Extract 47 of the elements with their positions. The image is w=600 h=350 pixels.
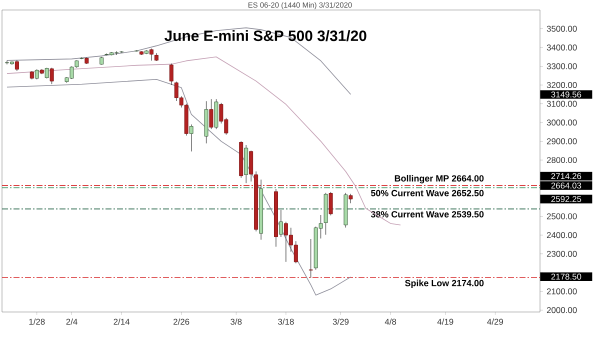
y-tick-label: 2800.00 xyxy=(546,157,577,164)
y-tick-label: 2900.00 xyxy=(546,138,577,144)
text: June E-mini S&P 500 3/31/20 xyxy=(164,30,366,42)
candlestick xyxy=(189,124,194,152)
text: 3149.56 xyxy=(551,92,582,98)
y-tick-label: 3000.00 xyxy=(546,120,577,126)
x-tick-label: 4/19 xyxy=(437,318,454,325)
x-tick-label: 3/8 xyxy=(230,318,242,325)
candlestick xyxy=(169,63,174,86)
y-tick-label: 3100.00 xyxy=(546,100,577,107)
y-tick-label: 2300.00 xyxy=(546,250,577,257)
text: 2592.25 xyxy=(551,196,582,202)
ref-line-label: 38% Current Wave 2539.50 xyxy=(370,211,484,218)
x-tick-label: 3/18 xyxy=(278,318,294,325)
candlestick xyxy=(308,238,313,278)
ref-line-label: Spike Low 2174.00 xyxy=(405,280,484,288)
candlestick xyxy=(249,150,254,182)
text: 2178.50 xyxy=(551,274,582,280)
candlestick xyxy=(149,48,154,61)
y-tick-label: 2400.00 xyxy=(546,232,577,238)
candlestick xyxy=(14,60,19,72)
y-tick-label: 2000.00 xyxy=(546,307,577,314)
candlestick xyxy=(209,98,214,130)
y-tick-label: 3300.00 xyxy=(546,63,577,70)
y-tick-label: 2100.00 xyxy=(546,288,577,294)
x-tick-label: 1/28 xyxy=(29,318,45,325)
y-tick-label: 2500.00 xyxy=(546,213,577,220)
x-tick-label: 2/14 xyxy=(114,318,130,325)
candlestick xyxy=(120,50,124,54)
candlestick xyxy=(348,194,353,204)
candlestick xyxy=(50,67,54,84)
x-tick-label: 2/26 xyxy=(174,318,190,325)
candlestick xyxy=(328,192,333,216)
text: 2714.26 xyxy=(551,173,582,180)
y-tick-label: 3400.00 xyxy=(546,44,577,51)
ref-line-label: Bollinger MP 2664.00 xyxy=(394,174,484,184)
x-tick-label: 4/29 xyxy=(487,318,504,325)
y-tick-label: 3500.00 xyxy=(546,26,577,32)
y-tick-label: 3200.00 xyxy=(546,82,577,88)
candlestick xyxy=(278,210,283,238)
x-tick-label: 3/29 xyxy=(332,318,349,325)
ref-line-label: 50% Current Wave 2652.50 xyxy=(370,190,484,196)
text: 2664.03 xyxy=(551,182,582,189)
candlestick xyxy=(34,68,39,80)
line-series xyxy=(6,79,352,296)
x-tick-label: 4/8 xyxy=(384,318,396,325)
x-tick-label: 2/4 xyxy=(66,318,78,325)
